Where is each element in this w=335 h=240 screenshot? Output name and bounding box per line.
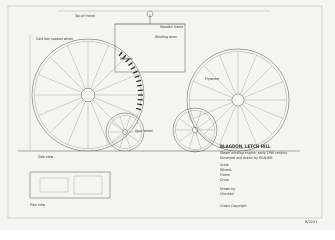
spoke [197, 118, 211, 129]
stamp: B/2241 [305, 220, 318, 224]
spoke [188, 111, 195, 128]
spoke [94, 74, 138, 93]
spoke [92, 99, 126, 133]
label: Flywheel [205, 77, 219, 81]
label: Cast iron spoked wheel [36, 37, 73, 41]
title-line: Wheels [220, 168, 232, 172]
spoke [179, 118, 193, 129]
spoke [240, 105, 257, 145]
spoke [243, 81, 283, 98]
title-line: Drum [220, 178, 229, 182]
label: Top of frame [74, 14, 95, 18]
label: Ratchet [120, 57, 133, 61]
spoke [243, 102, 283, 119]
rim [31, 38, 145, 152]
tooth [122, 54, 127, 60]
title-line: Steam winding engine, early 19th century [220, 151, 287, 155]
spoke [94, 97, 138, 116]
border [7, 5, 323, 219]
paper [0, 0, 335, 230]
spoke [203, 104, 234, 135]
spoke [126, 133, 139, 142]
spoke [38, 97, 82, 116]
tooth [136, 107, 142, 111]
rim [172, 107, 218, 153]
spoke [219, 105, 236, 145]
spoke [125, 116, 131, 130]
drawing-sheet: Cast iron spoked wheel Winding drum Ratc… [0, 0, 335, 230]
label: Spur wheel [135, 129, 153, 133]
spoke [119, 134, 125, 148]
view-label: Side view [38, 155, 54, 159]
spoke [126, 122, 139, 131]
spoke [240, 55, 257, 95]
rim [105, 112, 145, 152]
wheels [31, 38, 290, 153]
spoke [38, 74, 82, 93]
title-line: Drawn by [220, 187, 235, 191]
spoke [203, 65, 234, 96]
title-line: Surveyed and drawn by RCAHMS [220, 156, 273, 160]
label: Winding drum [155, 35, 177, 39]
spoke [219, 55, 236, 95]
tooth [118, 51, 123, 57]
tooth [137, 103, 143, 106]
spoke [90, 45, 109, 89]
spoke [193, 81, 233, 98]
title-block: BLAGDON, LETCH HILL Steam winding engine… [220, 144, 287, 208]
view-label: Plan view [30, 203, 46, 207]
spoke [90, 101, 109, 145]
plan-view [29, 171, 111, 199]
title-line: Checked [220, 192, 234, 196]
footer: Crown Copyright [220, 204, 247, 208]
label: Wooden frame [160, 25, 183, 29]
spoke [50, 99, 84, 133]
tooth [130, 66, 136, 70]
title-line: Scale [220, 163, 229, 167]
rim [186, 48, 290, 152]
tooth [125, 58, 130, 63]
plan-detail [39, 177, 69, 193]
spoke [67, 45, 86, 89]
spoke [197, 131, 211, 142]
tooth [137, 84, 143, 87]
spoke [50, 57, 84, 91]
spoke [179, 131, 193, 142]
spoke [242, 65, 273, 96]
spoke [125, 134, 131, 148]
spoke [111, 122, 124, 131]
spoke [67, 101, 86, 145]
plan-detail [73, 175, 103, 195]
tooth [136, 79, 142, 83]
title-line: Frame [220, 173, 230, 177]
spoke [188, 132, 195, 149]
spoke [195, 111, 202, 128]
spoke [119, 116, 125, 130]
tooth [134, 75, 140, 78]
tooth [128, 62, 133, 67]
spoke [242, 104, 273, 135]
spoke [111, 133, 124, 142]
spoke [195, 132, 202, 149]
spoke [92, 57, 126, 91]
tooth [132, 70, 138, 74]
title: BLAGDON, LETCH HILL [220, 144, 271, 149]
